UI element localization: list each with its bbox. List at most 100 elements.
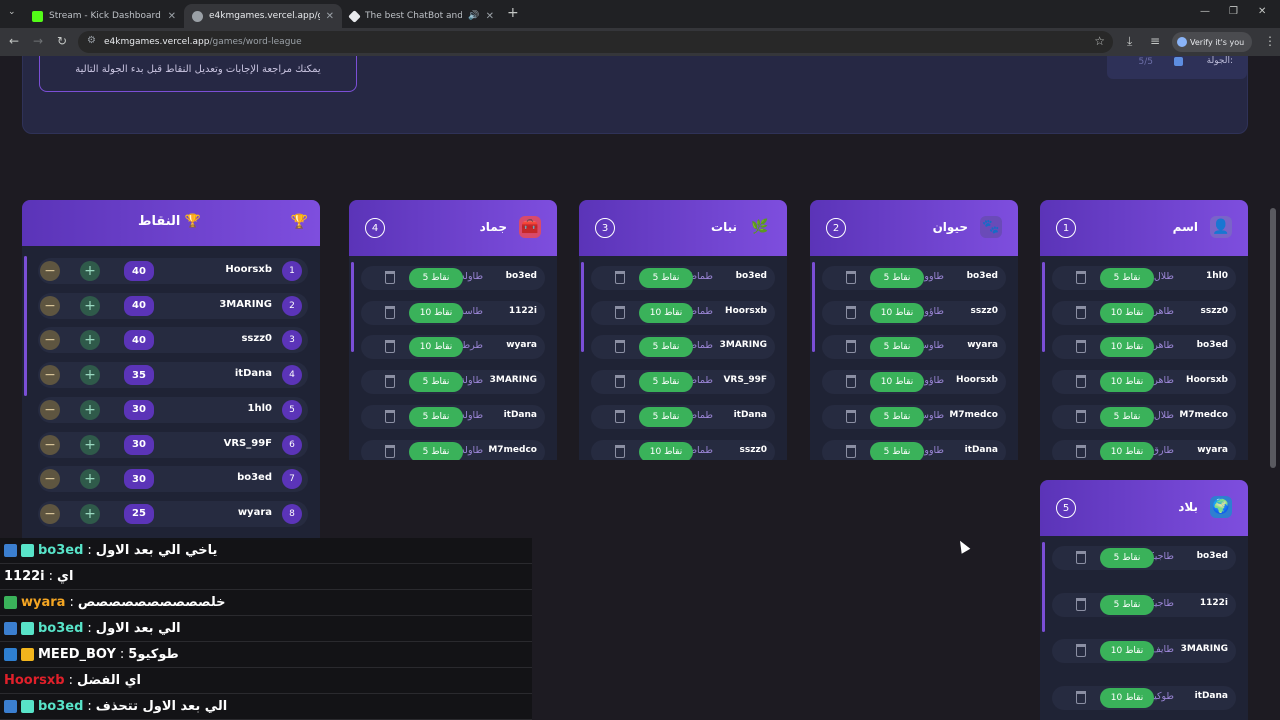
- trash-icon[interactable]: [615, 305, 625, 319]
- category-scrollbar[interactable]: [1042, 542, 1045, 632]
- chat-username[interactable]: bo3ed: [38, 699, 84, 714]
- trash-icon[interactable]: [385, 375, 395, 389]
- close-icon[interactable]: ✕: [167, 10, 176, 22]
- minus-icon[interactable]: −: [40, 295, 60, 316]
- points-toggle[interactable]: 5 نقاط: [870, 406, 924, 427]
- verify-profile-button[interactable]: Verify it's you: [1172, 32, 1253, 52]
- close-window-icon[interactable]: ✕: [1258, 6, 1267, 17]
- chat-username[interactable]: bo3ed: [38, 543, 84, 558]
- chat-username[interactable]: MEED_BOY: [38, 647, 116, 662]
- scores-scrollbar[interactable]: [24, 256, 27, 396]
- chat-username[interactable]: 1122i: [4, 569, 45, 584]
- trash-icon[interactable]: [385, 271, 395, 284]
- minimize-icon[interactable]: —: [1200, 6, 1210, 17]
- points-toggle[interactable]: 10 نقاط: [409, 337, 463, 358]
- points-toggle[interactable]: 5 نقاط: [409, 406, 463, 427]
- plus-icon[interactable]: +: [80, 469, 100, 490]
- new-tab-button[interactable]: +: [507, 5, 519, 21]
- trash-icon[interactable]: [846, 340, 856, 354]
- restore-icon[interactable]: ❐: [1229, 6, 1238, 17]
- plus-icon[interactable]: +: [80, 365, 100, 386]
- trash-icon[interactable]: [385, 305, 395, 319]
- chat-username[interactable]: wyara: [21, 595, 66, 610]
- trash-icon[interactable]: [615, 444, 625, 458]
- bookmark-star-icon[interactable]: ☆: [1094, 34, 1105, 48]
- trash-icon[interactable]: [1076, 271, 1086, 284]
- trash-icon[interactable]: [615, 409, 625, 423]
- points-toggle[interactable]: 10 نقاط: [639, 302, 693, 323]
- trash-icon[interactable]: [385, 409, 395, 423]
- points-toggle[interactable]: 10 نقاط: [870, 372, 924, 393]
- minus-icon[interactable]: −: [40, 469, 60, 490]
- trash-icon[interactable]: [1076, 340, 1086, 354]
- plus-icon[interactable]: +: [80, 295, 100, 316]
- points-toggle[interactable]: 10 نقاط: [639, 441, 693, 460]
- points-toggle[interactable]: 5 نقاط: [639, 337, 693, 358]
- menu-dots-icon[interactable]: ⋮: [1264, 34, 1276, 48]
- close-icon[interactable]: ✕: [485, 10, 494, 22]
- tab-word-league[interactable]: e4kmgames.vercel.app/games/ ✕: [184, 4, 342, 28]
- close-icon[interactable]: ✕: [325, 10, 334, 22]
- points-toggle[interactable]: 5 نقاط: [409, 372, 463, 393]
- points-toggle[interactable]: 5 نقاط: [870, 441, 924, 460]
- media-icon[interactable]: ≡: [1150, 34, 1161, 48]
- trash-icon[interactable]: [1076, 375, 1086, 389]
- forward-icon[interactable]: →: [33, 34, 44, 48]
- points-toggle[interactable]: 10 نقاط: [1100, 372, 1154, 393]
- points-toggle[interactable]: 5 نقاط: [1100, 406, 1154, 427]
- category-scrollbar[interactable]: [581, 262, 584, 352]
- download-icon[interactable]: ⤓: [1127, 34, 1133, 48]
- trash-icon[interactable]: [846, 444, 856, 458]
- plus-icon[interactable]: +: [80, 399, 100, 420]
- plus-icon[interactable]: +: [80, 503, 100, 524]
- page-scrollbar[interactable]: [1270, 208, 1276, 468]
- points-toggle[interactable]: 10 نقاط: [1100, 641, 1154, 661]
- trash-icon[interactable]: [385, 340, 395, 354]
- points-toggle[interactable]: 5 نقاط: [409, 441, 463, 460]
- trash-icon[interactable]: [1076, 690, 1086, 704]
- points-toggle[interactable]: 5 نقاط: [1100, 594, 1154, 615]
- plus-icon[interactable]: +: [80, 434, 100, 455]
- points-toggle[interactable]: 10 نقاط: [409, 302, 463, 323]
- trash-icon[interactable]: [846, 305, 856, 319]
- points-toggle[interactable]: 10 نقاط: [1100, 441, 1154, 460]
- trash-icon[interactable]: [615, 375, 625, 389]
- points-toggle[interactable]: 5 نقاط: [409, 268, 463, 288]
- chat-username[interactable]: Hoorsxb: [4, 673, 65, 688]
- points-toggle[interactable]: 5 نقاط: [1100, 268, 1154, 288]
- minus-icon[interactable]: −: [40, 261, 60, 281]
- minus-icon[interactable]: −: [40, 434, 60, 455]
- plus-icon[interactable]: +: [80, 330, 100, 351]
- points-toggle[interactable]: 5 نقاط: [639, 372, 693, 393]
- points-toggle[interactable]: 5 نقاط: [1100, 548, 1154, 568]
- trash-icon[interactable]: [385, 444, 395, 458]
- plus-icon[interactable]: +: [80, 261, 100, 281]
- reload-icon[interactable]: ↻: [57, 34, 68, 48]
- trash-icon[interactable]: [1076, 551, 1086, 564]
- trash-icon[interactable]: [615, 340, 625, 354]
- site-info-icon[interactable]: ⚙: [87, 35, 96, 46]
- trash-icon[interactable]: [846, 409, 856, 423]
- url-input[interactable]: ⚙ e4kmgames.vercel.app/games/word-league…: [78, 31, 1113, 53]
- trash-icon[interactable]: [846, 271, 856, 284]
- trash-icon[interactable]: [846, 375, 856, 389]
- trash-icon[interactable]: [1076, 597, 1086, 611]
- back-icon[interactable]: ←: [9, 34, 20, 48]
- chat-username[interactable]: bo3ed: [38, 621, 84, 636]
- minus-icon[interactable]: −: [40, 365, 60, 386]
- points-toggle[interactable]: 10 نقاط: [1100, 337, 1154, 358]
- tab-chatbot[interactable]: The best ChatBot and Widg 🔊 ✕: [342, 4, 502, 28]
- trash-icon[interactable]: [1076, 444, 1086, 458]
- points-toggle[interactable]: 10 نقاط: [1100, 302, 1154, 323]
- points-toggle[interactable]: 10 نقاط: [1100, 687, 1154, 708]
- minus-icon[interactable]: −: [40, 503, 60, 524]
- tab-kick-dashboard[interactable]: Stream - Kick Dashboard ✕: [24, 4, 184, 28]
- tab-list-chevron-icon[interactable]: ⌄: [8, 7, 16, 17]
- points-toggle[interactable]: 5 نقاط: [870, 337, 924, 358]
- trash-icon[interactable]: [1076, 305, 1086, 319]
- speaker-icon[interactable]: 🔊: [468, 11, 480, 21]
- points-toggle[interactable]: 10 نقاط: [870, 302, 924, 323]
- category-scrollbar[interactable]: [351, 262, 354, 352]
- minus-icon[interactable]: −: [40, 399, 60, 420]
- minus-icon[interactable]: −: [40, 330, 60, 351]
